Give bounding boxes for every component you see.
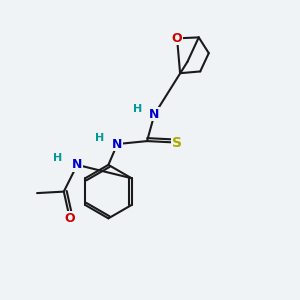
Text: O: O: [64, 212, 75, 225]
Text: H: H: [95, 133, 104, 143]
Text: O: O: [172, 32, 182, 45]
Text: N: N: [149, 108, 160, 121]
Text: N: N: [112, 138, 122, 151]
Text: H: H: [53, 153, 62, 163]
Text: S: S: [172, 136, 182, 150]
Text: N: N: [72, 158, 83, 171]
Text: H: H: [134, 104, 143, 114]
